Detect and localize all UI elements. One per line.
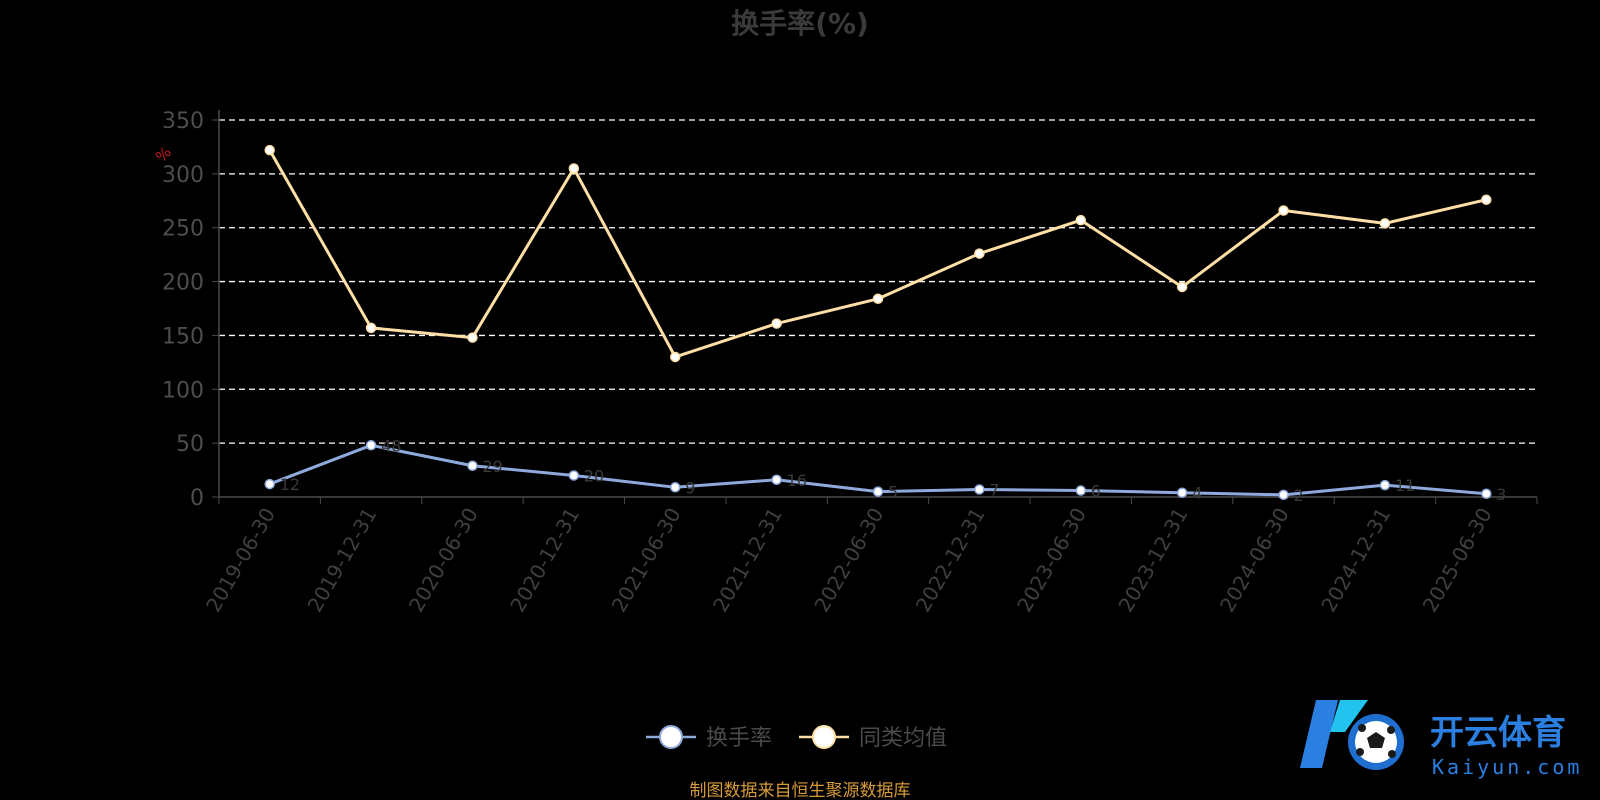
y-tick-label-350: 350 (162, 109, 204, 134)
series-1-point-2 (467, 332, 478, 343)
series-0-point-4 (669, 482, 681, 493)
x-axis-ticks: 2019-06-30 2019-12-31 2020-06-30 2020-12-31… (201, 497, 1538, 617)
x-tick-label-2020-06-30: 2020-06-30 (404, 504, 483, 617)
y-tick-label-250: 250 (162, 217, 204, 242)
x-tick-label-2020-12-31: 2020-12-31 (505, 504, 584, 617)
brand-logo: 开云体育 Kaiyun.com (1300, 700, 1582, 779)
legend-label-1: 同类均值 (859, 726, 947, 751)
legend-item-1[interactable]: 同类均值 (799, 725, 947, 751)
x-tick-label-2022-12-31: 2022-12-31 (911, 504, 990, 617)
y-axis-ticks: 0 50 100 150 200 250 300 350 (162, 109, 219, 511)
y-tick-label-0: 0 (190, 486, 204, 511)
series-0-data-label-10: 2 (1294, 486, 1304, 505)
axes (218, 110, 1537, 498)
y-tick-label-150: 150 (162, 324, 204, 349)
series-1-point-3 (568, 163, 580, 174)
series-1-point-11 (1379, 218, 1391, 229)
series-0-data-label-12: 3 (1496, 485, 1506, 504)
series-0-point-7 (974, 484, 985, 495)
y-tick-label-100: 100 (162, 378, 204, 403)
series-1-point-5 (771, 318, 782, 329)
grid (219, 119, 1537, 444)
series-0-data-label-11: 11 (1395, 476, 1415, 495)
x-tick-label-2021-12-31: 2021-12-31 (708, 504, 787, 617)
series-0-point-0 (264, 478, 275, 490)
series-1-point-1 (365, 322, 377, 334)
x-tick-label-2025-06-30: 2025-06-30 (1418, 504, 1497, 617)
x-tick-label-2023-06-30: 2023-06-30 (1012, 504, 1091, 617)
series-0-data-label-4: 9 (685, 478, 695, 497)
series-0-data-label-3: 20 (584, 466, 604, 485)
series-1-point-12 (1481, 194, 1492, 205)
legend-marker-0 (659, 725, 683, 749)
y-tick-label-300: 300 (162, 163, 204, 188)
series-1-point-0 (264, 144, 275, 156)
series-0-point-2 (467, 460, 478, 472)
series-0-data-label-6: 5 (888, 483, 898, 502)
series-0-data-label-5: 16 (787, 471, 807, 490)
y-tick-label-50: 50 (176, 432, 204, 457)
y-tick-label-200: 200 (162, 271, 204, 296)
series-1-point-9 (1176, 281, 1188, 293)
series-0-data-label-7: 7 (989, 480, 999, 499)
brand-name-cn: 开云体育 (1430, 713, 1566, 753)
series-1-point-10 (1278, 205, 1289, 216)
x-tick-label-2019-06-30: 2019-06-30 (201, 504, 280, 617)
legend-label-0: 换手率 (706, 726, 772, 751)
series-0-data-label-0: 12 (280, 475, 300, 494)
x-tick-label-2024-12-31: 2024-12-31 (1316, 504, 1395, 617)
x-tick-label-2019-12-31: 2019-12-31 (303, 504, 382, 617)
series-layer: 12 48 29 20 9 16 5 7 6 4 2 11 3 (264, 144, 1506, 505)
legend-item-0[interactable]: 换手率 (646, 725, 772, 751)
series-line-1 (268, 149, 1487, 359)
series-1 (264, 144, 1492, 363)
x-tick-label-2024-06-30: 2024-06-30 (1215, 504, 1294, 617)
series-0-data-label-9: 4 (1192, 484, 1202, 503)
x-tick-label-2021-06-30: 2021-06-30 (607, 504, 686, 617)
series-0-point-6 (872, 486, 884, 497)
series-1-point-4 (669, 351, 681, 363)
data-source-note: 制图数据来自恒生聚源数据库 (690, 781, 911, 800)
series-0-point-11 (1379, 479, 1391, 491)
legend[interactable]: 换手率 同类均值 (646, 725, 947, 751)
series-0-point-12 (1481, 488, 1492, 500)
series-0-point-5 (771, 474, 782, 486)
chart-title: 换手率(%) (731, 7, 869, 40)
series-0-data-label-2: 29 (482, 457, 502, 476)
series-0: 12 48 29 20 9 16 5 7 6 4 2 11 3 (264, 436, 1506, 505)
series-0-point-3 (568, 470, 580, 481)
series-1-point-8 (1075, 214, 1087, 226)
series-0-point-1 (365, 440, 377, 451)
soccer-ball-k-logo-icon (1300, 700, 1404, 770)
series-0-point-9 (1176, 487, 1188, 498)
series-0-data-label-8: 6 (1091, 482, 1101, 501)
series-0-data-label-1: 48 (381, 436, 401, 455)
brand-name-en: Kaiyun.com (1432, 755, 1582, 779)
legend-marker-1 (812, 725, 836, 749)
series-1-point-6 (872, 293, 884, 305)
series-1-point-7 (974, 248, 985, 259)
series-0-point-8 (1075, 485, 1087, 496)
x-tick-label-2022-06-30: 2022-06-30 (809, 504, 888, 617)
x-tick-label-2023-12-31: 2023-12-31 (1114, 504, 1193, 617)
series-0-point-10 (1278, 489, 1289, 501)
